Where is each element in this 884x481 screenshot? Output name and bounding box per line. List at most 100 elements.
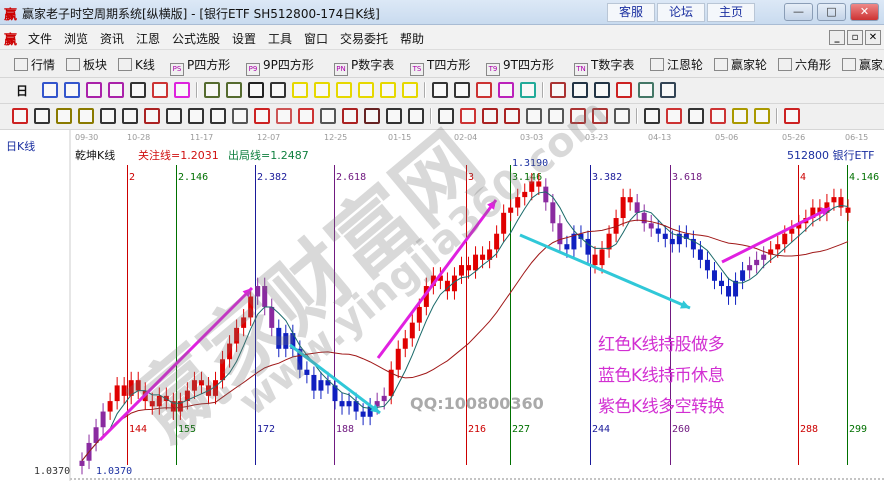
tool-icon[interactable] [504, 108, 520, 124]
tool-icon[interactable] [482, 108, 498, 124]
tool-icon[interactable] [616, 82, 632, 98]
mdi-minimize-button[interactable]: _ [829, 30, 845, 45]
tool-icon[interactable] [386, 108, 402, 124]
tool-icon[interactable] [226, 82, 242, 98]
menu-file[interactable]: 文件 [28, 32, 53, 46]
tool-icon[interactable] [276, 108, 292, 124]
tool-icon[interactable] [248, 82, 264, 98]
tool-icon[interactable] [380, 82, 396, 98]
cycle-ratio-label: 3 [468, 172, 475, 183]
tool-icon[interactable] [336, 82, 352, 98]
minimize-button[interactable]: — [784, 3, 813, 21]
tool-icon[interactable] [432, 82, 448, 98]
maximize-button[interactable]: □ [817, 3, 846, 21]
tool-icon[interactable] [298, 108, 314, 124]
tool-icon[interactable] [144, 108, 160, 124]
tool-icon[interactable] [34, 108, 50, 124]
tool-icon[interactable] [460, 108, 476, 124]
toolbar-button-8[interactable]: TN T数字表 [574, 56, 634, 76]
tool-icon[interactable] [454, 82, 470, 98]
tool-icon[interactable] [754, 108, 770, 124]
tool-icon[interactable] [592, 108, 608, 124]
candle [451, 275, 457, 292]
tool-icon[interactable] [710, 108, 726, 124]
tool-icon[interactable] [270, 82, 286, 98]
tool-icon[interactable] [210, 108, 226, 124]
toolbar-button-9[interactable]: 江恩轮 [650, 56, 703, 73]
tool-icon[interactable] [732, 108, 748, 124]
tool-icon[interactable] [476, 82, 492, 98]
tool-icon[interactable] [498, 82, 514, 98]
tool-icon[interactable] [358, 82, 374, 98]
toolbar-button-5[interactable]: PN P数字表 [334, 56, 394, 76]
menu-settings[interactable]: 设置 [232, 32, 257, 46]
tool-icon[interactable] [364, 108, 380, 124]
tool-icon[interactable] [314, 82, 330, 98]
tool-icon[interactable] [550, 82, 566, 98]
tool-icon[interactable] [402, 82, 418, 98]
menu-tools[interactable]: 工具 [268, 32, 293, 46]
mdi-restore-button[interactable]: ▫ [847, 30, 863, 45]
toolbar-button-2[interactable]: K线 [118, 56, 155, 73]
toolbar-button-4[interactable]: P9 9P四方形 [246, 56, 314, 76]
tool-icon[interactable] [292, 82, 308, 98]
tool-icon[interactable] [784, 108, 800, 124]
tool-icon[interactable] [688, 108, 704, 124]
toolbar-button-10[interactable]: 赢家轮 [714, 56, 767, 73]
tool-icon[interactable] [174, 82, 190, 98]
tool-icon[interactable] [526, 108, 542, 124]
tool-icon[interactable] [342, 108, 358, 124]
tool-icon[interactable] [42, 82, 58, 98]
tool-icon[interactable] [86, 82, 102, 98]
toolbar-button-11[interactable]: 六角形 [778, 56, 831, 73]
toolbar-button-7[interactable]: T9 9T四方形 [486, 56, 554, 76]
toolbar-button-6[interactable]: TS T四方形 [410, 56, 470, 76]
period-dropdown[interactable]: 日 [16, 84, 29, 98]
menu-help[interactable]: 帮助 [400, 32, 425, 46]
mdi-close-button[interactable]: ✕ [865, 30, 881, 45]
tool-icon[interactable] [638, 82, 654, 98]
tool-icon[interactable] [520, 82, 536, 98]
homepage-link[interactable]: 主页 [707, 3, 755, 22]
tool-icon[interactable] [64, 82, 80, 98]
tool-icon[interactable] [438, 108, 454, 124]
tool-icon[interactable] [188, 108, 204, 124]
menu-info[interactable]: 资讯 [100, 32, 125, 46]
tool-icon[interactable] [100, 108, 116, 124]
menu-browse[interactable]: 浏览 [64, 32, 89, 46]
tool-icon[interactable] [130, 82, 146, 98]
tool-icon[interactable] [152, 82, 168, 98]
tool-icon[interactable] [660, 82, 676, 98]
menu-gann[interactable]: 江恩 [136, 32, 161, 46]
tool-icon[interactable] [232, 108, 248, 124]
tool-icon[interactable] [108, 82, 124, 98]
tool-icon[interactable] [570, 108, 586, 124]
candle [564, 244, 570, 250]
forum-link[interactable]: 论坛 [657, 3, 705, 22]
menu-formula[interactable]: 公式选股 [172, 32, 221, 46]
tool-icon[interactable] [56, 108, 72, 124]
menu-window[interactable]: 窗口 [304, 32, 329, 46]
tool-icon[interactable] [594, 82, 610, 98]
tool-icon[interactable] [408, 108, 424, 124]
tool-icon[interactable] [614, 108, 630, 124]
toolbar-button-3[interactable]: PS P四方形 [170, 56, 230, 76]
tool-icon[interactable] [122, 108, 138, 124]
tool-icon[interactable] [254, 108, 270, 124]
close-button[interactable]: ✕ [850, 3, 879, 21]
tool-icon[interactable] [320, 108, 336, 124]
tool-icon[interactable] [78, 108, 94, 124]
tool-icon[interactable] [166, 108, 182, 124]
toolbar-button-0[interactable]: 行情 [14, 56, 55, 73]
tool-icon[interactable] [548, 108, 564, 124]
toolbar-button-12[interactable]: 赢家服务 [842, 56, 884, 73]
tool-icon[interactable] [666, 108, 682, 124]
tool-icon[interactable] [572, 82, 588, 98]
tool-icon[interactable] [204, 82, 220, 98]
menu-trade[interactable]: 交易委托 [340, 32, 389, 46]
tool-icon[interactable] [644, 108, 660, 124]
toolbar-button-1[interactable]: 板块 [66, 56, 107, 73]
service-link[interactable]: 客服 [607, 3, 655, 22]
tool-icon[interactable] [12, 108, 28, 124]
